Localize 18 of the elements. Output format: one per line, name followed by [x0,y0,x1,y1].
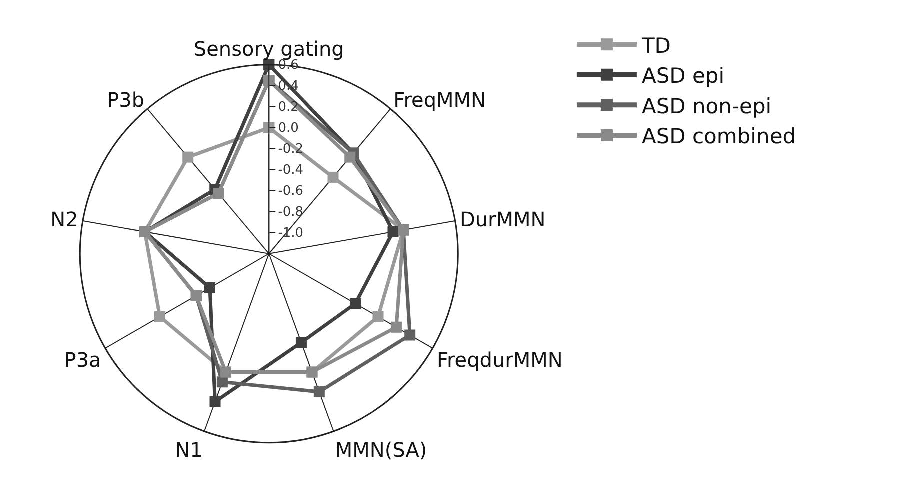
y-tick-label: -0.2 [278,142,304,158]
y-tick-label: -0.8 [278,205,304,220]
legend-label: ASD combined [642,124,796,149]
spoke-label: P3b [107,88,145,112]
y-tick-label: -0.6 [278,184,304,200]
y-tick-label: -0.4 [278,163,304,178]
spoke-label: DurMMN [460,207,546,232]
y-tick-label: 0.2 [278,100,299,116]
spoke-label: FreqMMN [394,88,486,112]
legend-label: ASD epi [642,64,725,88]
legend-label: ASD non-epi [642,94,772,118]
spoke-label: N1 [175,438,203,462]
spoke-label: MMN(SA) [335,438,428,462]
y-tick-label: 0.0 [278,121,299,136]
legend-label: TD [640,34,671,58]
spoke-label: P3a [64,348,102,372]
spoke-label: N2 [50,207,78,232]
spoke-label: FreqdurMMN [436,348,563,372]
